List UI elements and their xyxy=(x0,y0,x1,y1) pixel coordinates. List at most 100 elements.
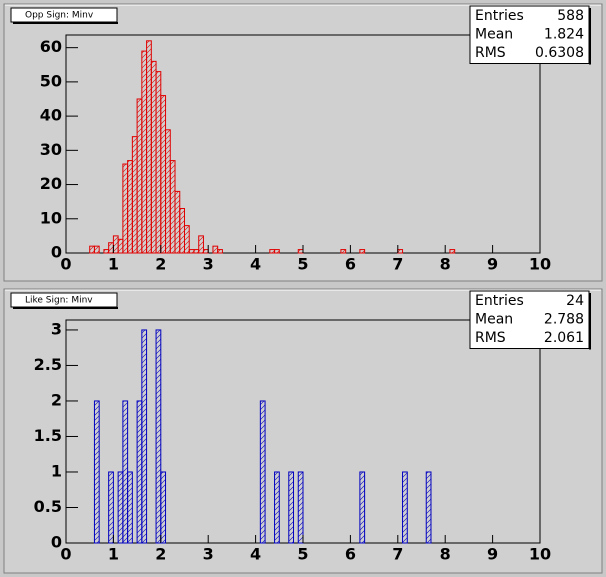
histogram-bar xyxy=(136,98,143,254)
x-tick-label: 0 xyxy=(60,255,71,274)
y-tick-label: 0 xyxy=(51,243,62,262)
histogram-bar xyxy=(122,400,129,544)
histogram-bar xyxy=(155,71,162,254)
histogram-bar xyxy=(217,249,223,254)
histogram-bar xyxy=(141,329,148,544)
stats-value: 588 xyxy=(557,8,584,24)
x-tick-label: 7 xyxy=(392,545,403,564)
histogram-bar xyxy=(274,249,280,254)
x-tick-label: 6 xyxy=(345,545,356,564)
stats-box xyxy=(469,5,590,64)
stats-label: Entries xyxy=(475,8,524,24)
histogram-bar xyxy=(425,471,432,544)
x-tick-label: 4 xyxy=(250,545,261,564)
x-tick-label: 10 xyxy=(529,545,551,564)
histogram-title: Opp Sign: Minv xyxy=(25,11,94,21)
y-tick-label: 0 xyxy=(51,533,62,552)
histogram-bar xyxy=(193,249,200,254)
histogram-bar xyxy=(359,249,366,254)
x-tick-label: 4 xyxy=(250,255,261,274)
stats-box xyxy=(469,290,590,349)
histogram-bar xyxy=(141,50,148,254)
y-tick-label: 30 xyxy=(40,140,62,159)
y-tick-label: 60 xyxy=(40,37,62,56)
histogram-bar xyxy=(188,249,195,254)
histogram-title: Like Sign: Minv xyxy=(25,296,93,306)
x-tick-label: 7 xyxy=(392,255,403,274)
histogram-bar xyxy=(150,60,157,254)
histogram-bar xyxy=(108,242,114,254)
stats-label: Mean xyxy=(475,27,513,43)
histogram-bar xyxy=(160,95,167,254)
x-tick-label: 2 xyxy=(155,255,166,274)
histogram-bar xyxy=(340,249,347,254)
stats-value: 0.6308 xyxy=(535,45,584,61)
histogram-bar xyxy=(117,238,124,254)
histogram-bar xyxy=(359,471,366,544)
stats-value: 2.788 xyxy=(544,312,584,328)
histogram-bar xyxy=(184,225,190,254)
histogram-bar xyxy=(274,471,280,544)
histogram-bar xyxy=(108,471,114,544)
histogram-bar xyxy=(449,249,456,254)
y-tick-label: 2.5 xyxy=(34,355,62,374)
y-tick-label: 20 xyxy=(40,174,62,193)
histogram-bar xyxy=(93,400,100,544)
x-tick-label: 2 xyxy=(155,545,166,564)
x-tick-label: 6 xyxy=(345,255,356,274)
x-tick-label: 5 xyxy=(297,255,308,274)
histogram-bar xyxy=(93,245,100,254)
histogram-bar xyxy=(103,249,110,254)
histogram-bar xyxy=(174,190,181,254)
y-tick-label: 10 xyxy=(40,208,62,227)
histogram-bar xyxy=(402,471,408,544)
x-tick-label: 3 xyxy=(203,545,214,564)
y-tick-label: 0.5 xyxy=(34,497,62,516)
histogram-bar xyxy=(155,329,162,544)
x-tick-label: 8 xyxy=(440,255,451,274)
stats-value: 1.824 xyxy=(544,27,584,43)
histogram-bar xyxy=(297,249,304,254)
histogram-bar xyxy=(202,249,209,254)
histogram-bar xyxy=(127,160,133,254)
x-tick-label: 8 xyxy=(440,545,451,564)
y-tick-label: 1 xyxy=(51,461,62,480)
histogram-bar xyxy=(117,471,124,544)
y-tick-label: 40 xyxy=(40,106,62,125)
x-tick-label: 0 xyxy=(60,545,71,564)
histogram-bar xyxy=(122,163,129,254)
stats-value: 24 xyxy=(566,293,584,309)
histogram-bar xyxy=(136,400,143,544)
histogram-bar xyxy=(397,249,404,254)
y-tick-label: 3 xyxy=(51,319,62,338)
histogram-bar xyxy=(127,471,133,544)
histogram-bar xyxy=(89,245,95,254)
histogram-bar xyxy=(179,208,185,254)
histogram-bar xyxy=(169,160,176,254)
histogram-bar xyxy=(212,245,219,254)
x-tick-label: 1 xyxy=(108,255,119,274)
y-tick-label: 1.5 xyxy=(34,426,62,445)
histogram-bar xyxy=(288,471,295,544)
x-tick-label: 1 xyxy=(108,545,119,564)
histogram-bar xyxy=(165,129,171,254)
histogram-bar xyxy=(297,471,304,544)
histogram-bar xyxy=(112,235,119,254)
stats-label: Mean xyxy=(475,312,513,328)
stats-label: RMS xyxy=(475,330,506,346)
histogram-bar xyxy=(198,235,204,254)
histogram-bar xyxy=(146,40,152,254)
x-tick-label: 10 xyxy=(529,255,551,274)
histogram-bar xyxy=(259,400,266,544)
histogram-bar xyxy=(269,249,276,254)
x-tick-label: 9 xyxy=(487,545,498,564)
x-tick-label: 5 xyxy=(297,545,308,564)
y-tick-label: 50 xyxy=(40,71,62,90)
histogram-bar xyxy=(160,471,167,544)
histogram-bar xyxy=(131,136,138,254)
x-tick-label: 3 xyxy=(203,255,214,274)
stats-label: Entries xyxy=(475,293,524,309)
x-tick-label: 9 xyxy=(487,255,498,274)
